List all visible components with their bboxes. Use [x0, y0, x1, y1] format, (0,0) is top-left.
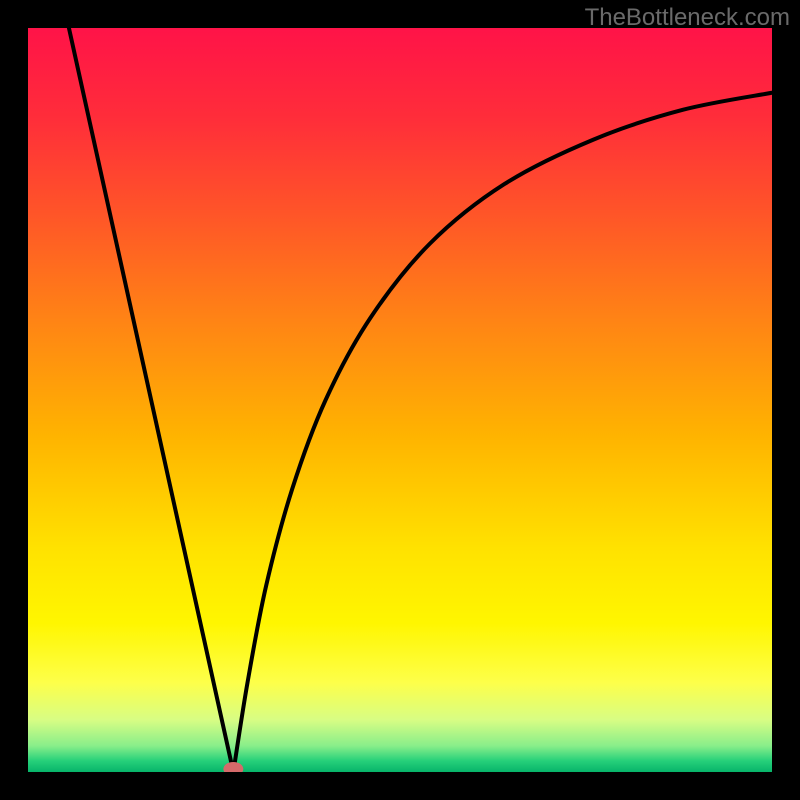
chart-frame: TheBottleneck.com: [0, 0, 800, 800]
minimum-marker: [223, 762, 243, 772]
curve-left-branch: [69, 28, 233, 772]
plot-area: [28, 28, 772, 772]
curve-right-branch: [233, 93, 772, 772]
bottleneck-curve: [28, 28, 772, 772]
watermark-text: TheBottleneck.com: [585, 4, 790, 32]
